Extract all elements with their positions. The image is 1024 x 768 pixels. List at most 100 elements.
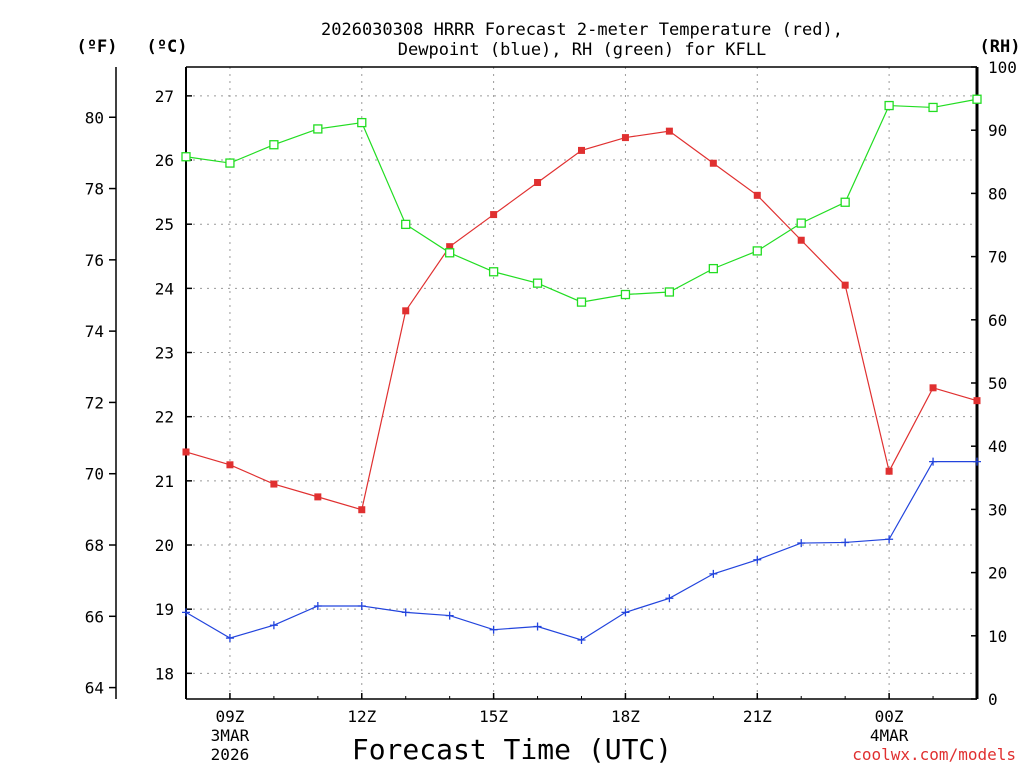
dewpoint-point <box>665 594 674 603</box>
dewpoint-point <box>489 625 498 634</box>
rh-point <box>664 287 675 297</box>
dewpoint-point <box>841 538 850 547</box>
celsius-tick-label: 25 <box>155 215 174 234</box>
2-meter-temperature-point <box>753 191 761 199</box>
dewpoint-point <box>357 601 366 610</box>
x-tick-label: 18Z <box>611 707 640 726</box>
fahrenheit-unit-label: (ºF) <box>77 37 118 57</box>
x-date-label: 3MAR <box>211 726 250 745</box>
fahrenheit-tick-label: 74 <box>85 322 104 341</box>
2-meter-temperature-point <box>270 480 278 488</box>
rh-point <box>708 263 718 274</box>
rh-tick-label: 0 <box>988 690 998 709</box>
rh-point <box>620 289 631 300</box>
rh-tick-label: 70 <box>988 248 1007 267</box>
celsius-tick-label: 18 <box>155 664 174 683</box>
x-tick-label: 12Z <box>347 707 376 726</box>
rh-tick-label: 10 <box>988 627 1007 646</box>
2-meter-temperature-point <box>446 243 454 251</box>
rh-tick-label: 20 <box>988 564 1007 583</box>
dewpoint-point <box>885 535 894 544</box>
rh-point <box>752 246 762 256</box>
rh-tick-label: 80 <box>988 184 1007 203</box>
2-meter-temperature-point <box>885 467 893 475</box>
celsius-tick-label: 26 <box>155 151 174 170</box>
axis-ticks: 18 19 20 21 22 23 24 25 26 27 64 66 68 70 72 74 76 78 80 0 1… <box>85 58 1017 764</box>
2-meter-temperature-point <box>929 384 937 392</box>
dewpoint-point <box>225 634 234 643</box>
chart-title-line1: 2026030308 HRRR Forecast 2-meter Tempera… <box>321 20 843 40</box>
2-meter-temperature-point <box>621 134 629 142</box>
celsius-tick-label: 24 <box>155 279 174 298</box>
dewpoint-point <box>445 611 454 620</box>
rh-tick-label: 60 <box>988 311 1007 330</box>
x-tick-label: 00Z <box>875 707 904 726</box>
2-meter-temperature-point <box>534 178 542 186</box>
rh-point <box>225 158 235 168</box>
dewpoint-point <box>753 555 762 564</box>
rh-tick-label: 90 <box>988 121 1007 140</box>
fahrenheit-tick-label: 70 <box>85 465 104 484</box>
dewpoint-point <box>269 621 278 630</box>
series <box>181 94 982 644</box>
rh-tick-label: 40 <box>988 437 1007 456</box>
x-tick-label: 15Z <box>479 707 508 726</box>
rh-unit-label: (RH) <box>980 37 1021 57</box>
celsius-tick-label: 19 <box>155 600 174 619</box>
rh-point <box>269 140 279 150</box>
dewpoint-line <box>185 460 977 641</box>
fahrenheit-tick-label: 78 <box>85 180 104 199</box>
x-date-label: 4MAR <box>870 726 909 745</box>
celsius-tick-label: 27 <box>155 87 174 106</box>
dewpoint-point <box>313 601 322 610</box>
celsius-tick-label: 23 <box>155 344 174 363</box>
fahrenheit-tick-label: 64 <box>85 679 104 698</box>
rh-point <box>840 197 850 207</box>
chart-title-line2: Dewpoint (blue), RH (green) for KFLL <box>398 40 766 60</box>
rh-point <box>576 297 587 307</box>
credit-text: coolwx.com/models <box>852 745 1016 764</box>
axes <box>115 66 979 700</box>
rh-point <box>313 124 323 134</box>
2-meter-temperature-line <box>185 130 978 511</box>
dewpoint-point <box>709 569 718 578</box>
rh-point <box>445 248 455 258</box>
fahrenheit-tick-label: 72 <box>85 393 104 412</box>
2-meter-temperature-point <box>578 146 585 154</box>
rh-point <box>357 117 367 128</box>
2-meter-temperature-point <box>226 461 234 469</box>
dewpoint-point <box>533 622 542 631</box>
dewpoint-point <box>577 635 586 644</box>
dewpoint-point <box>973 457 981 466</box>
fahrenheit-tick-label: 68 <box>85 536 104 555</box>
x-axis-title: Forecast Time (UTC) <box>352 733 672 766</box>
fahrenheit-tick-label: 76 <box>85 251 104 270</box>
2-meter-temperature-point <box>358 506 366 514</box>
fahrenheit-tick-label: 66 <box>85 607 104 626</box>
celsius-tick-label: 21 <box>155 472 174 491</box>
rh-point <box>401 219 411 230</box>
gridlines <box>186 67 977 699</box>
rh-tick-label: 30 <box>988 500 1007 519</box>
fahrenheit-tick-label: 80 <box>85 108 104 127</box>
rh-point <box>972 94 982 104</box>
rh-point <box>796 218 806 228</box>
dewpoint-point <box>182 608 190 617</box>
x-tick-label: 21Z <box>743 707 772 726</box>
rh-point <box>532 278 543 288</box>
rh-line <box>185 98 978 303</box>
dewpoint-point <box>621 608 630 617</box>
x-tick-label: 09Z <box>215 707 244 726</box>
celsius-tick-label: 22 <box>155 408 174 427</box>
dewpoint-point <box>929 457 938 466</box>
x-year-label: 2026 <box>211 745 250 764</box>
rh-tick-label: 50 <box>988 374 1007 393</box>
2-meter-temperature-point <box>402 307 410 315</box>
dewpoint-point <box>797 539 806 548</box>
rh-point <box>488 267 499 277</box>
rh-point <box>884 100 894 111</box>
2-meter-temperature-point <box>973 397 981 405</box>
2-meter-temperature-point <box>841 281 849 289</box>
2-meter-temperature-point <box>797 236 805 244</box>
rh-point <box>181 152 191 162</box>
